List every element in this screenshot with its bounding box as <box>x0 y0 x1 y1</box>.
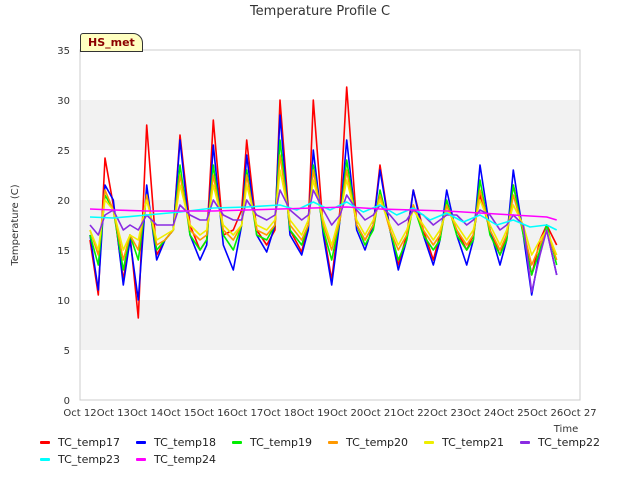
y-tick-label: 35 <box>57 46 70 57</box>
x-tick-label: Oct 14 <box>130 408 163 419</box>
grid-band <box>80 150 580 200</box>
grid-band <box>80 100 580 150</box>
legend-swatch <box>232 441 242 444</box>
chart-title: Temperature Profile C <box>249 4 390 19</box>
x-tick-label: Oct 22 <box>397 408 430 419</box>
legend-label: TC_temp17 <box>58 436 121 449</box>
x-tick-label: Oct 15 <box>163 408 196 419</box>
legend-label: TC_temp22 <box>538 436 601 449</box>
grid-band <box>80 350 580 400</box>
legend-swatch <box>328 441 338 444</box>
x-tick-label: Oct 23 <box>430 408 463 419</box>
legend-item: TC_temp21 <box>424 436 520 449</box>
legend-item: TC_temp23 <box>40 453 136 466</box>
legend-swatch <box>40 441 50 444</box>
legend-swatch <box>520 441 530 444</box>
plot-frame <box>79 49 581 401</box>
x-tick-label: Oct 12 <box>63 408 96 419</box>
station-badge: HS_met <box>80 33 143 52</box>
y-tick-label: 25 <box>57 146 70 157</box>
x-axis-ticks: Oct 12 Oct 13 Oct 14 Oct 15 Oct 16 Oct 17 Oct … <box>63 408 596 419</box>
grid-band <box>80 50 580 100</box>
legend-label: TC_temp23 <box>58 453 121 466</box>
y-tick-label: 10 <box>57 296 70 307</box>
legend-item: TC_temp22 <box>520 436 616 449</box>
legend-row: TC_temp23 TC_temp24 <box>40 451 620 468</box>
legend-item: TC_temp19 <box>232 436 328 449</box>
y-axis-ticks: 0 5 10 15 20 25 30 35 <box>57 46 70 407</box>
x-tick-label: Oct 17 <box>230 408 263 419</box>
legend-swatch <box>40 458 50 461</box>
legend-swatch <box>424 441 434 444</box>
y-tick-label: 0 <box>64 396 70 407</box>
y-tick-label: 30 <box>57 96 70 107</box>
x-tick-label: Oct 13 <box>97 408 130 419</box>
legend-item: TC_temp18 <box>136 436 232 449</box>
legend-label: TC_temp21 <box>442 436 505 449</box>
x-tick-label: Oct 24 <box>463 408 496 419</box>
legend-label: TC_temp24 <box>154 453 217 466</box>
legend-row: TC_temp17 TC_temp18 TC_temp19 TC_temp20 TC_t… <box>40 434 620 451</box>
x-tick-label: Oct 16 <box>197 408 230 419</box>
x-tick-label: Oct 26 <box>530 408 563 419</box>
grid-band <box>80 300 580 350</box>
x-tick-label: Oct 18 <box>263 408 296 419</box>
legend-swatch <box>136 458 146 461</box>
y-tick-label: 20 <box>57 196 70 207</box>
series-line-tc-temp24 <box>89 206 557 221</box>
x-tick-label: Oct 27 <box>563 408 596 419</box>
legend-item: TC_temp17 <box>40 436 136 449</box>
chart-legend: TC_temp17 TC_temp18 TC_temp19 TC_temp20 TC_t… <box>40 434 620 468</box>
x-tick-label: Oct 25 <box>497 408 530 419</box>
y-tick-label: 5 <box>64 346 70 357</box>
y-tick-label: 15 <box>57 246 70 257</box>
legend-swatch <box>136 441 146 444</box>
series-line-tc-temp21 <box>89 169 558 256</box>
legend-label: TC_temp18 <box>154 436 217 449</box>
legend-label: TC_temp20 <box>346 436 409 449</box>
legend-label: TC_temp19 <box>250 436 313 449</box>
x-tick-label: Oct 19 <box>297 408 330 419</box>
plot-series-group <box>89 86 558 319</box>
x-tick-label: Oct 20 <box>330 408 363 419</box>
x-axis-title: Time <box>553 424 578 435</box>
background-bands <box>80 50 580 400</box>
y-axis-title: Temperature (C) <box>10 184 21 266</box>
legend-item: TC_temp24 <box>136 453 232 466</box>
series-line-tc-temp20 <box>89 154 558 266</box>
legend-item: TC_temp20 <box>328 436 424 449</box>
x-tick-label: Oct 21 <box>363 408 396 419</box>
